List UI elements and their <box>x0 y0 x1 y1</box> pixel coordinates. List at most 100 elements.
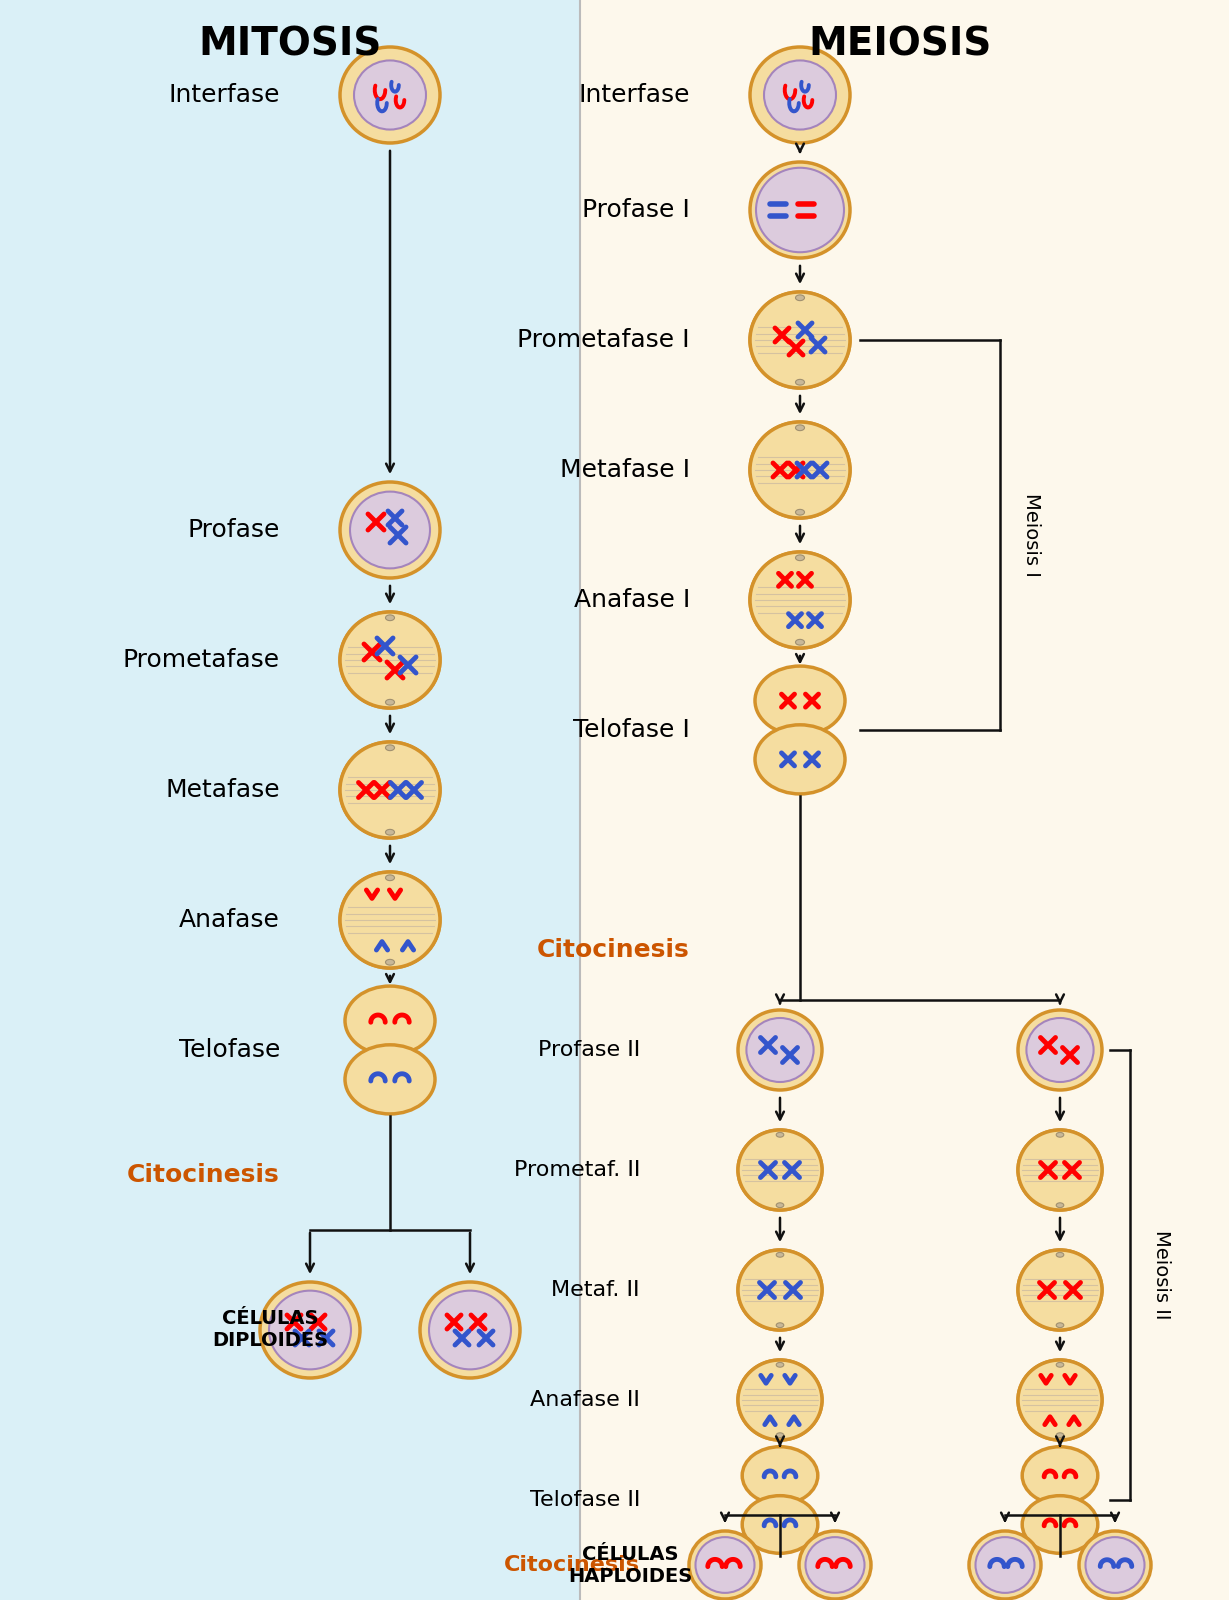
Ellipse shape <box>1056 1323 1064 1328</box>
Text: MEIOSIS: MEIOSIS <box>809 26 992 64</box>
Ellipse shape <box>340 482 440 578</box>
Ellipse shape <box>805 1538 864 1594</box>
Ellipse shape <box>795 555 805 560</box>
Text: Prometafase I: Prometafase I <box>517 328 689 352</box>
Text: Anafase I: Anafase I <box>574 587 689 611</box>
Text: MITOSIS: MITOSIS <box>198 26 382 64</box>
Ellipse shape <box>750 422 850 518</box>
Text: Anafase: Anafase <box>179 909 280 931</box>
Ellipse shape <box>750 46 850 142</box>
Text: Profase: Profase <box>188 518 280 542</box>
Ellipse shape <box>1023 1496 1097 1554</box>
Ellipse shape <box>737 1010 822 1090</box>
Ellipse shape <box>1026 1018 1094 1082</box>
Ellipse shape <box>350 491 430 568</box>
Ellipse shape <box>340 872 440 968</box>
Ellipse shape <box>386 614 395 621</box>
Ellipse shape <box>1018 1130 1102 1210</box>
Text: Meiosis I: Meiosis I <box>1023 493 1041 578</box>
Ellipse shape <box>420 1282 520 1378</box>
Text: Metaf. II: Metaf. II <box>552 1280 640 1299</box>
Bar <box>0 0 580 1600</box>
Ellipse shape <box>755 666 846 734</box>
Ellipse shape <box>386 699 395 706</box>
Text: Interfase: Interfase <box>168 83 280 107</box>
Ellipse shape <box>737 1250 822 1330</box>
Ellipse shape <box>386 960 395 965</box>
Text: Citocinesis: Citocinesis <box>504 1555 640 1574</box>
Text: Interfase: Interfase <box>579 83 689 107</box>
Ellipse shape <box>777 1323 784 1328</box>
Ellipse shape <box>764 61 836 130</box>
Ellipse shape <box>750 422 850 518</box>
Ellipse shape <box>756 168 844 253</box>
Ellipse shape <box>1079 1531 1152 1598</box>
Text: Prometafase: Prometafase <box>123 648 280 672</box>
Ellipse shape <box>1056 1434 1064 1438</box>
Text: CÉLULAS
HAPLOIDES: CÉLULAS HAPLOIDES <box>568 1544 692 1586</box>
Ellipse shape <box>386 829 395 835</box>
Ellipse shape <box>340 611 440 707</box>
Ellipse shape <box>795 640 805 645</box>
Text: Anafase II: Anafase II <box>530 1390 640 1410</box>
Text: Meiosis II: Meiosis II <box>1152 1230 1171 1320</box>
Ellipse shape <box>689 1531 761 1598</box>
Ellipse shape <box>742 1496 817 1554</box>
Ellipse shape <box>345 986 435 1054</box>
Ellipse shape <box>737 1360 822 1440</box>
Ellipse shape <box>340 742 440 838</box>
Ellipse shape <box>750 291 850 387</box>
Ellipse shape <box>340 872 440 968</box>
Text: Profase II: Profase II <box>538 1040 640 1059</box>
Ellipse shape <box>795 426 805 430</box>
Ellipse shape <box>1056 1362 1064 1366</box>
Ellipse shape <box>795 294 805 301</box>
Ellipse shape <box>750 291 850 387</box>
Ellipse shape <box>746 1018 814 1082</box>
Text: Prometaf. II: Prometaf. II <box>514 1160 640 1181</box>
Text: Telofase II: Telofase II <box>530 1490 640 1510</box>
Ellipse shape <box>750 552 850 648</box>
Text: Metafase: Metafase <box>166 778 280 802</box>
Ellipse shape <box>799 1531 871 1598</box>
Ellipse shape <box>1056 1253 1064 1258</box>
Ellipse shape <box>1018 1360 1102 1440</box>
Ellipse shape <box>340 611 440 707</box>
Ellipse shape <box>742 1446 817 1504</box>
Ellipse shape <box>737 1360 822 1440</box>
Ellipse shape <box>1056 1203 1064 1208</box>
Ellipse shape <box>1018 1130 1102 1210</box>
Ellipse shape <box>345 1045 435 1114</box>
Text: Profase I: Profase I <box>583 198 689 222</box>
Ellipse shape <box>976 1538 1035 1594</box>
Ellipse shape <box>386 875 395 880</box>
Text: CÉLULAS
DIPLOIDES: CÉLULAS DIPLOIDES <box>211 1309 328 1350</box>
Ellipse shape <box>968 1531 1041 1598</box>
Ellipse shape <box>696 1538 755 1594</box>
Ellipse shape <box>777 1434 784 1438</box>
Ellipse shape <box>737 1130 822 1210</box>
Ellipse shape <box>1023 1446 1097 1504</box>
Ellipse shape <box>777 1133 784 1138</box>
Ellipse shape <box>750 162 850 258</box>
Ellipse shape <box>340 742 440 838</box>
Ellipse shape <box>795 509 805 515</box>
Ellipse shape <box>354 61 426 130</box>
Ellipse shape <box>340 46 440 142</box>
Bar <box>580 0 1229 1600</box>
Text: Metafase I: Metafase I <box>560 458 689 482</box>
Text: Citocinesis: Citocinesis <box>128 1163 280 1187</box>
Ellipse shape <box>1056 1133 1064 1138</box>
Ellipse shape <box>429 1291 511 1370</box>
Ellipse shape <box>795 379 805 386</box>
Ellipse shape <box>755 725 846 794</box>
Ellipse shape <box>1085 1538 1144 1594</box>
Ellipse shape <box>750 552 850 648</box>
Ellipse shape <box>386 746 395 750</box>
Text: Telofase: Telofase <box>178 1038 280 1062</box>
Ellipse shape <box>777 1362 784 1366</box>
Ellipse shape <box>269 1291 351 1370</box>
Ellipse shape <box>737 1130 822 1210</box>
Ellipse shape <box>777 1253 784 1258</box>
Ellipse shape <box>737 1250 822 1330</box>
